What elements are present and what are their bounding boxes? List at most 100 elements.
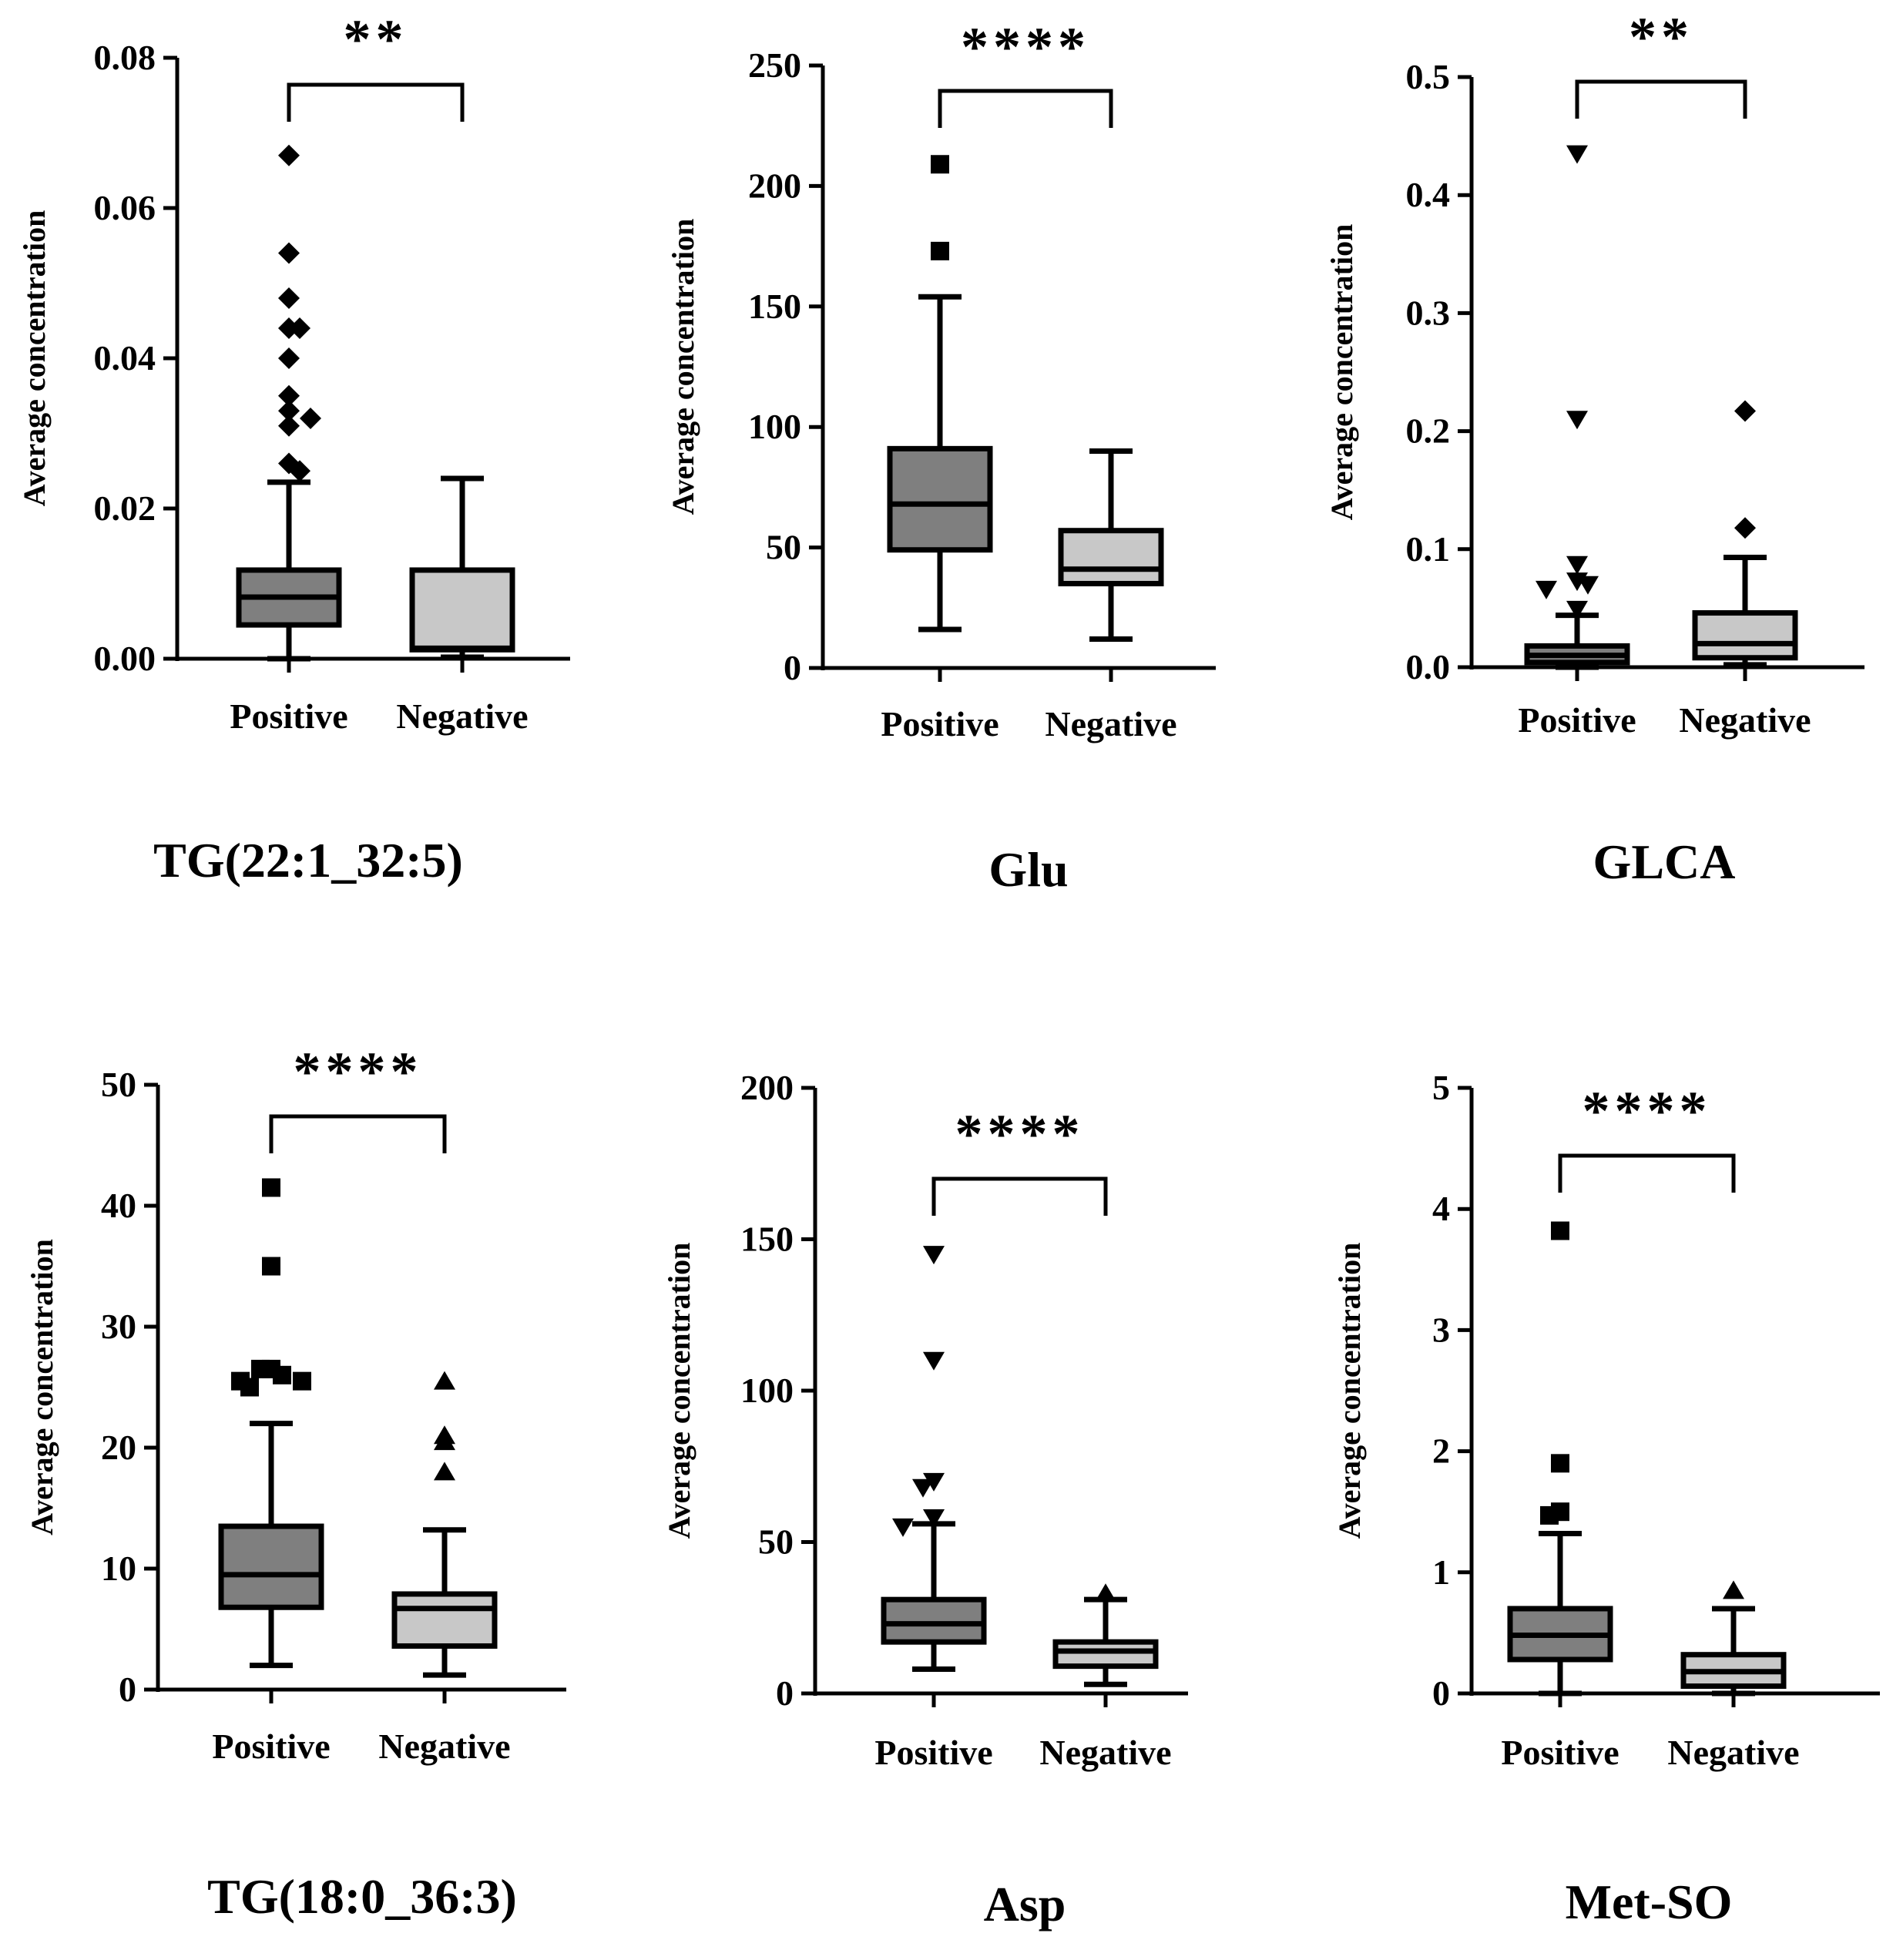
x-category-label: Positive [874, 1733, 992, 1772]
y-tick-label: 0.06 [94, 188, 156, 227]
box-negative [1680, 1580, 1787, 1697]
x-category-label: Negative [1045, 704, 1176, 743]
y-tick-label: 0.1 [1406, 529, 1451, 569]
outlier-marker [262, 1257, 280, 1276]
outlier-marker [1577, 576, 1599, 595]
outlier-marker [912, 1478, 934, 1498]
box-negative [391, 1371, 498, 1678]
outlier-marker [289, 460, 310, 482]
significance-label: **** [955, 1103, 1085, 1165]
x-category-label: Negative [1679, 700, 1811, 740]
chart-panel-6: 0 1 2 3 4 5 Positive Negative Average concentrat… [1332, 1068, 1880, 1929]
y-axis-title: Average concentration [662, 1243, 696, 1539]
y-tick-label: 2 [1432, 1431, 1450, 1471]
outlier-marker [1566, 600, 1588, 619]
y-tick-label: 0 [1432, 1673, 1450, 1713]
outlier-marker [273, 1365, 291, 1384]
box-positive [1507, 1221, 1613, 1697]
box-negative [1058, 448, 1164, 642]
significance-label: **** [294, 1041, 423, 1102]
box-rect [409, 567, 515, 653]
significance-bracket [269, 1114, 447, 1153]
significance-bracket [1575, 79, 1747, 119]
chart-panel-1: 0.00 0.02 0.04 0.06 0.08 Positive Negative Aver… [17, 8, 570, 888]
outlier-marker [923, 1246, 945, 1265]
outlier-marker [892, 1518, 914, 1537]
y-tick-label: 20 [101, 1428, 136, 1467]
chart-panel-5: 0 50 100 150 200 Positive Negative Average conc… [662, 1068, 1188, 1931]
y-tick-label: 0 [776, 1673, 794, 1713]
outlier-marker [434, 1462, 455, 1481]
y-tick-label: 0.3 [1406, 293, 1451, 332]
outlier-marker [923, 1509, 945, 1529]
outlier-marker [262, 1178, 280, 1197]
y-tick-label: 200 [748, 166, 801, 205]
y-tick-label: 0.4 [1406, 175, 1451, 214]
y-tick-label: 40 [101, 1186, 136, 1225]
outlier-marker [1566, 411, 1588, 430]
y-tick-label: 0.08 [94, 38, 156, 77]
box-rect [1052, 1639, 1159, 1670]
x-category-label: Positive [881, 704, 999, 743]
outlier-marker [1540, 1505, 1559, 1525]
y-tick-label: 100 [740, 1371, 794, 1410]
box-negative [409, 475, 515, 660]
chart-panel-2: 0 50 100 150 200 250 Positive Negative Average c… [666, 16, 1216, 897]
chart-panel-4: 0 10 20 30 40 50 Positive Negative Average conce… [25, 1041, 566, 1924]
outlier-marker [278, 400, 300, 422]
y-tick-label: 0.04 [94, 338, 156, 378]
box-positive [881, 1246, 987, 1673]
x-category-label: Positive [1501, 1733, 1619, 1772]
outlier-marker [434, 1431, 455, 1451]
outlier-marker [1095, 1583, 1116, 1603]
outlier-marker [1723, 1580, 1744, 1599]
outlier-marker [1566, 555, 1588, 575]
panel-title: TG(22:1_32:5) [153, 833, 463, 888]
y-tick-label: 0.0 [1406, 647, 1451, 686]
significance-bracket [938, 89, 1113, 128]
y-tick-label: 50 [101, 1065, 136, 1104]
outlier-marker [278, 347, 300, 369]
y-tick-label: 200 [740, 1068, 794, 1107]
chart-panel-3: 0.0 0.1 0.2 0.3 0.4 0.5 Positive Negative Averag… [1324, 6, 1864, 889]
y-axis-title: Average concentration [17, 210, 52, 507]
box-negative [1052, 1583, 1159, 1687]
significance-bracket [931, 1176, 1108, 1216]
y-tick-label: 1 [1432, 1552, 1450, 1592]
box-rect [887, 445, 993, 553]
outlier-marker [1551, 1454, 1569, 1473]
outlier-marker [278, 384, 300, 407]
x-category-label: Positive [230, 696, 347, 736]
y-tick-label: 0.2 [1406, 411, 1451, 451]
box-positive [1524, 145, 1630, 670]
outlier-marker [293, 1371, 311, 1391]
panel-title: Met-SO [1566, 1874, 1733, 1929]
outlier-marker [289, 317, 310, 339]
y-tick-label: 100 [748, 407, 801, 446]
y-axis-title: Average concentration [1332, 1243, 1367, 1539]
significance-label: **** [961, 16, 1090, 78]
significance-bracket [287, 82, 465, 122]
y-tick-label: 10 [101, 1549, 136, 1588]
x-category-label: Positive [212, 1727, 330, 1766]
x-category-label: Negative [378, 1727, 510, 1766]
outlier-marker [1734, 400, 1756, 422]
y-tick-label: 5 [1432, 1068, 1450, 1107]
y-tick-label: 0.00 [94, 639, 156, 678]
y-tick-label: 150 [748, 287, 801, 326]
y-tick-label: 4 [1432, 1189, 1450, 1228]
y-tick-label: 0 [784, 648, 801, 687]
outlier-marker [1734, 517, 1756, 539]
box-positive [236, 144, 342, 662]
y-tick-label: 50 [758, 1522, 794, 1562]
box-positive [887, 155, 993, 633]
outlier-marker [251, 1359, 270, 1378]
significance-bracket [1558, 1153, 1736, 1193]
y-tick-label: 150 [740, 1220, 794, 1259]
y-axis-title: Average concentration [25, 1239, 59, 1535]
outlier-marker [434, 1371, 455, 1390]
x-category-label: Negative [1039, 1733, 1171, 1772]
significance-label: ** [1629, 6, 1693, 68]
x-category-label: Negative [1667, 1733, 1799, 1772]
